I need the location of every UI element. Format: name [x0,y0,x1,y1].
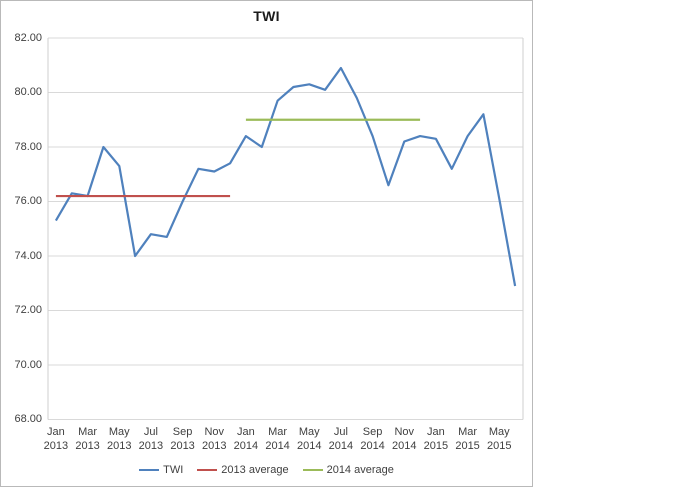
x-axis-label: Mar 2014 [265,426,290,452]
x-axis-label: Jan 2013 [43,426,69,452]
legend-label: 2014 average [326,464,394,476]
x-axis-label: Nov 2014 [392,426,417,452]
x-axis-label: Sep 2014 [360,426,385,452]
x-axis-label: Nov 2013 [202,426,227,452]
x-axis-label: Sep 2013 [170,426,195,452]
y-axis-label: 82.00 [14,31,42,44]
x-axis-label: May 2014 [297,426,322,452]
x-axis-label: Jan 2015 [423,426,449,452]
y-axis-label: 70.00 [14,358,42,371]
chart-title: TWI [253,8,280,24]
legend-swatch-twi [139,469,160,471]
plot-area [47,37,524,420]
x-axis-label: May 2015 [487,426,512,452]
x-axis-label: Mar 2013 [75,426,100,452]
legend: TWI 2013 average 2014 average [1,462,532,478]
legend-item-twi: TWI [139,464,183,476]
legend-swatch-2013-average [197,469,218,471]
y-axis-label: 68.00 [14,413,42,425]
x-axis-label: Jul 2014 [328,426,354,452]
y-axis-label: 76.00 [14,195,42,207]
legend-item-2014-average: 2014 average [302,464,394,476]
x-axis-label: Mar 2015 [455,426,480,452]
series-line-twi [54,66,517,287]
x-axis-label: Jul 2013 [138,426,164,452]
x-axis-label: Jan 2014 [233,426,259,452]
twi-chart: TWI 82.00 80.00 78.00 76.00 74.00 72.00 70.00 6… [0,0,533,487]
legend-label: TWI [163,464,184,476]
x-axis-label: May 2013 [107,426,132,452]
y-axis-label: 80.00 [14,86,42,98]
y-axis-label: 78.00 [14,140,42,153]
y-axis-label: 74.00 [14,249,42,262]
legend-item-2013-average: 2013 average [197,464,289,476]
legend-swatch-2014-average [302,469,323,471]
legend-label: 2013 average [221,464,289,476]
y-axis-label: 72.00 [14,304,42,316]
